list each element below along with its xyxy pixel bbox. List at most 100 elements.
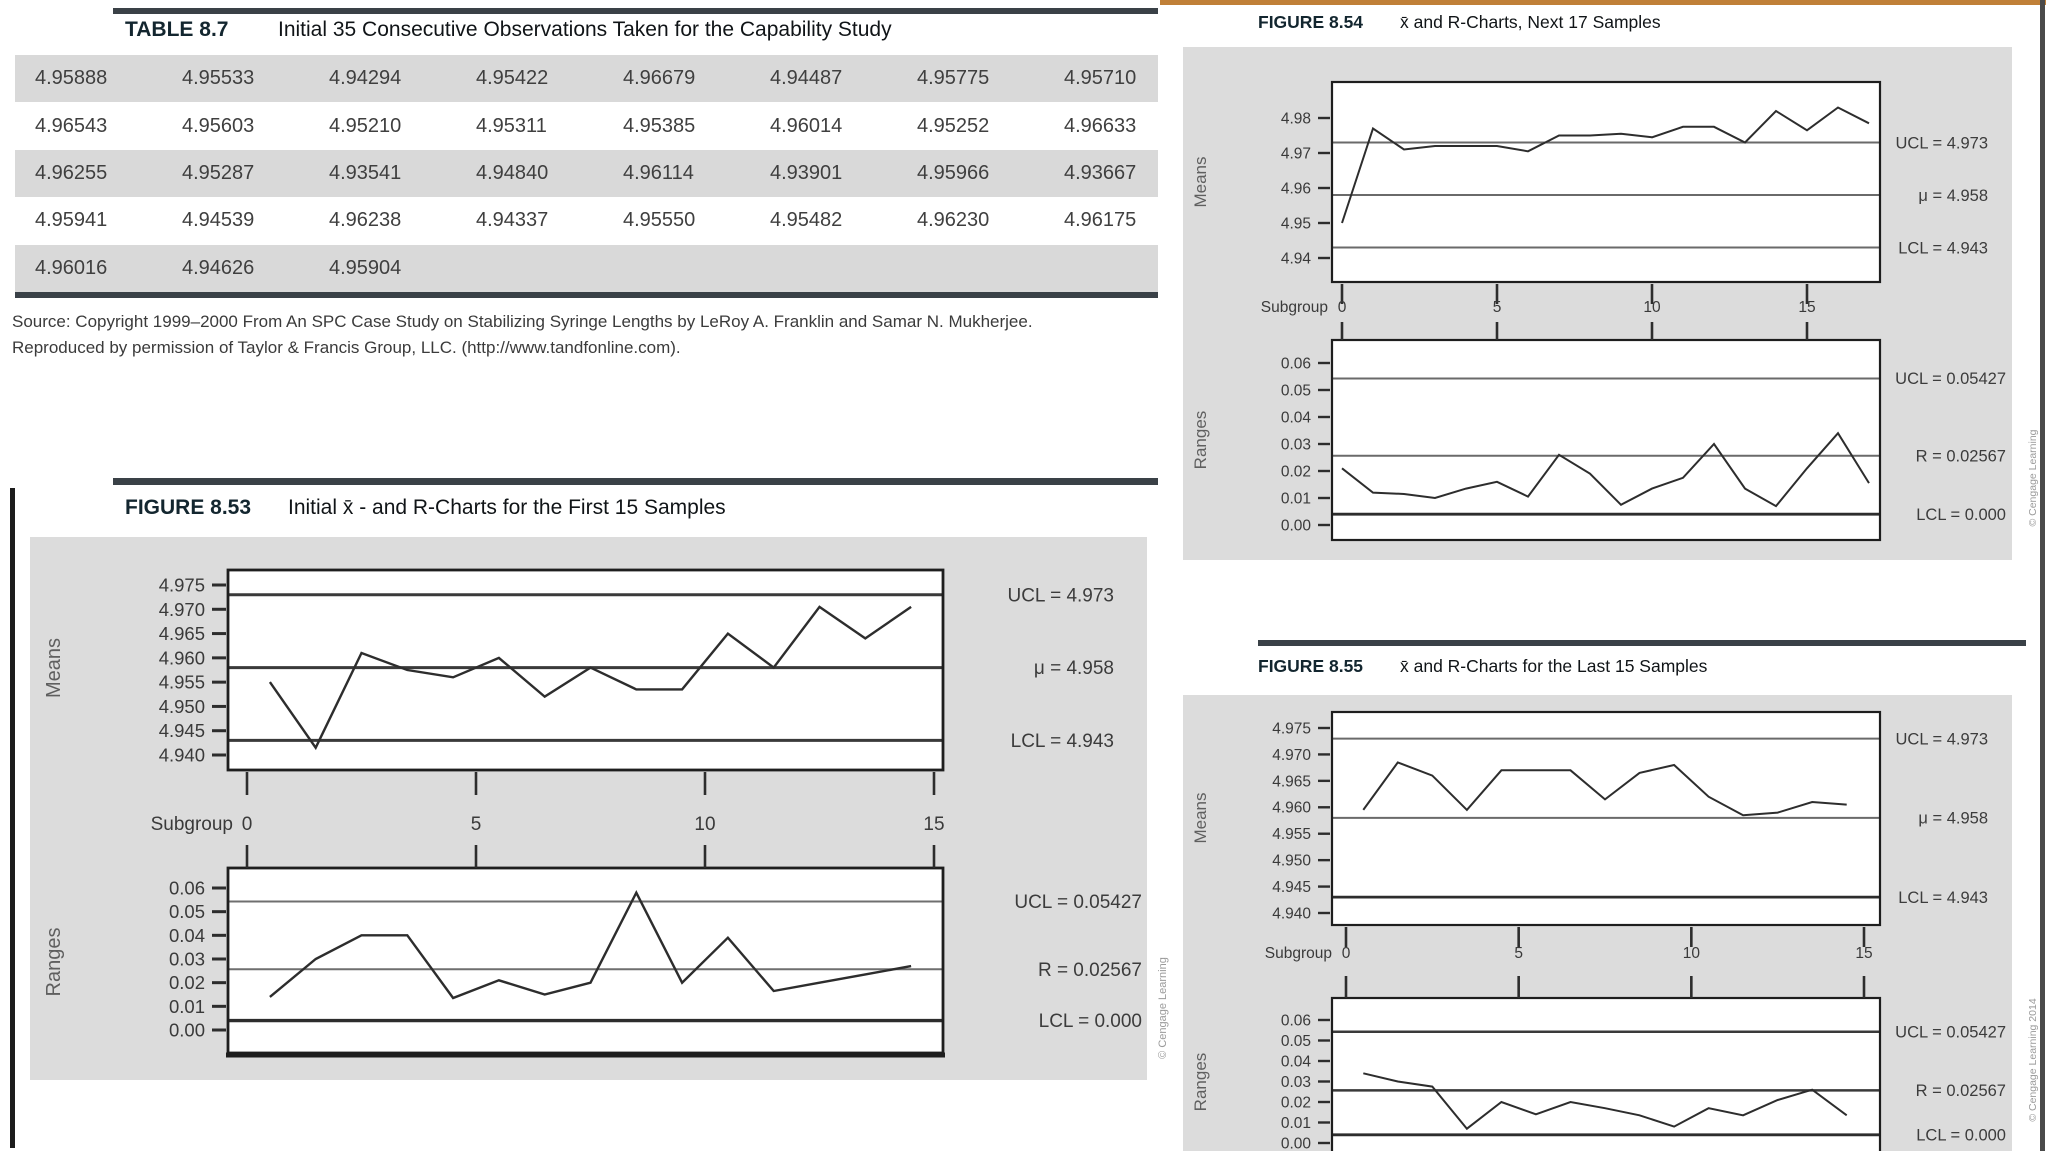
ytick-label: 4.970 xyxy=(159,599,205,620)
table-cell: 4.95210 xyxy=(329,114,402,137)
rbar-label: R = 0.02567 xyxy=(1916,447,2006,465)
means-series-line xyxy=(1341,106,1870,224)
figure-8.53-rule xyxy=(113,478,1158,485)
figure-8.54-accent-bar xyxy=(1160,0,2046,5)
table-cell: 4.95888 xyxy=(35,67,108,90)
subgroup-label: Subgroup xyxy=(1261,299,1328,316)
lcl-label: LCL = 0.000 xyxy=(1916,1127,2006,1145)
table-cell: 4.96175 xyxy=(1064,209,1137,232)
ytick-label: 4.975 xyxy=(1272,720,1311,737)
table-cell: 4.95252 xyxy=(917,114,990,137)
observations-table: 4.95888 4.95533 4.94294 4.95422 4.96679 4.944… xyxy=(15,55,1158,293)
mu-label: μ = 4.958 xyxy=(1918,810,1988,828)
table-cell: 4.95550 xyxy=(623,209,696,232)
figure-fig53-charts: UCL = 4.973 μ = 4.958 LCL = 4.943 4.975 4.97… xyxy=(43,568,1169,1059)
ytick-label: 4.96 xyxy=(1281,180,1311,197)
table-cell: 4.96255 xyxy=(35,162,108,185)
table-cell: 4.93901 xyxy=(770,162,843,185)
source-note-line1: Source: Copyright 1999–2000 From An SPC … xyxy=(12,312,1033,331)
ytick-label: 0.04 xyxy=(1281,1053,1312,1070)
table-cell: 4.96543 xyxy=(35,114,108,137)
table-cell: 4.96633 xyxy=(1064,114,1137,137)
table-cell: 4.95941 xyxy=(35,209,108,232)
figure-fig55-charts: UCL = 4.973 μ = 4.958 LCL = 4.943 4.975 4.97… xyxy=(1191,710,2039,1151)
table-row: 4.96543 4.95603 4.95210 4.95311 4.95385 4.960… xyxy=(15,102,1158,149)
xtick-label: 5 xyxy=(471,814,482,835)
ranges-series-line xyxy=(269,890,912,1000)
ucl-label: UCL = 0.05427 xyxy=(1014,892,1142,913)
xtick-label: 5 xyxy=(1493,299,1502,316)
ytick-label: 0.03 xyxy=(1281,436,1311,453)
table-cell: 4.95904 xyxy=(329,256,402,279)
table-cell: 4.93667 xyxy=(1064,162,1137,185)
table-cell: 4.96114 xyxy=(623,162,694,185)
figure-8.55-rule xyxy=(1258,640,2026,646)
ytick-label: 0.06 xyxy=(1281,1012,1311,1029)
plot-area xyxy=(1332,998,1880,1151)
ytick-label: 4.975 xyxy=(159,574,205,595)
lcl-label: LCL = 0.000 xyxy=(1039,1011,1142,1032)
ytick-label: 4.98 xyxy=(1281,110,1311,127)
table-cell: 4.94337 xyxy=(476,209,549,232)
ytick-label: 4.965 xyxy=(1272,773,1311,790)
ytick-label: 0.04 xyxy=(1281,409,1312,426)
table-cell: 4.95603 xyxy=(182,114,255,137)
table-title: Initial 35 Consecutive Observations Take… xyxy=(278,18,892,41)
fig55-means-chart: UCL = 4.973 μ = 4.958 LCL = 4.943 4.975 4.97… xyxy=(1191,710,1988,927)
ytick-label: 4.945 xyxy=(1272,879,1311,896)
left-margin-bar xyxy=(10,488,15,1148)
table-cell: 4.95533 xyxy=(182,67,255,90)
plot-area xyxy=(1332,82,1880,282)
fig54-means-chart: UCL = 4.973 μ = 4.958 LCL = 4.943 4.98 4.97 4… xyxy=(1191,80,1989,284)
xtick-label: 15 xyxy=(1855,945,1872,962)
ytick-label: 4.960 xyxy=(159,647,205,668)
rbar-label: R = 0.02567 xyxy=(1038,960,1142,981)
ytick-label: 4.950 xyxy=(1272,853,1311,870)
ytick-label: 0.02 xyxy=(1281,1094,1311,1111)
ytick-label: 0.05 xyxy=(1281,382,1311,399)
figure-fig54-charts: UCL = 4.973 μ = 4.958 LCL = 4.943 4.98 4.97 4… xyxy=(1191,80,2039,542)
ytick-label: 0.01 xyxy=(169,996,205,1017)
ytick-label: 0.03 xyxy=(169,948,205,969)
ranges-axis-title: Ranges xyxy=(43,928,65,997)
ytick-label: 0.01 xyxy=(1281,1115,1311,1132)
xtick-label: 0 xyxy=(1338,299,1347,316)
plot-area xyxy=(1332,340,1880,540)
ytick-label: 4.965 xyxy=(159,623,205,644)
ytick-label: 0.06 xyxy=(169,877,205,898)
ranges-series-line xyxy=(1341,431,1870,508)
page-edge-border xyxy=(2040,0,2045,1151)
table-cell: 4.94626 xyxy=(182,256,255,279)
fig54-subgroup-axis: 0 5 10 15 Subgroup xyxy=(1261,284,1816,340)
figure-8.54-title: x̄ and R-Charts, Next 17 Samples xyxy=(1400,12,1661,32)
ucl-label: UCL = 0.05427 xyxy=(1895,370,2006,388)
table-cell: 4.96230 xyxy=(917,209,990,232)
plot-area xyxy=(228,868,943,1053)
table-cell: 4.95775 xyxy=(917,67,990,90)
lcl-label: LCL = 0.000 xyxy=(1916,506,2006,524)
table-cell: 4.95966 xyxy=(917,162,990,185)
table-cell: 4.94487 xyxy=(770,67,843,90)
xtick-label: 10 xyxy=(694,814,715,835)
fig53-means-chart: UCL = 4.973 μ = 4.958 LCL = 4.943 4.975 4.97… xyxy=(43,568,1114,772)
table-label: TABLE 8.7 xyxy=(125,18,229,41)
table-cell: 4.96238 xyxy=(329,209,402,232)
ytick-label: 0.03 xyxy=(1281,1074,1311,1091)
ytick-label: 0.00 xyxy=(1281,1135,1312,1151)
rbar-label: R = 0.02567 xyxy=(1916,1082,2006,1100)
plot-border xyxy=(1330,80,1882,284)
plot-border xyxy=(1330,710,1882,927)
means-series-line xyxy=(1362,761,1847,817)
table-cell: 4.96679 xyxy=(623,67,696,90)
ucl-label: UCL = 4.973 xyxy=(1896,134,1989,152)
table-row: 4.96016 4.94626 4.95904 xyxy=(15,244,1158,293)
xtick-label: 10 xyxy=(1643,299,1661,316)
table-bottom-rule xyxy=(15,292,1158,298)
table-cell: 4.96014 xyxy=(770,114,843,137)
ranges-axis-title: Ranges xyxy=(1191,411,1210,470)
table-cell: 4.95287 xyxy=(182,162,255,185)
table-cell: 4.94294 xyxy=(329,67,402,90)
fig53-ranges-chart: UCL = 0.05427 R = 0.02567 LCL = 0.000 0.06 0… xyxy=(43,866,1142,1058)
means-series-line xyxy=(268,605,912,751)
ytick-label: 4.94 xyxy=(1281,250,1312,267)
